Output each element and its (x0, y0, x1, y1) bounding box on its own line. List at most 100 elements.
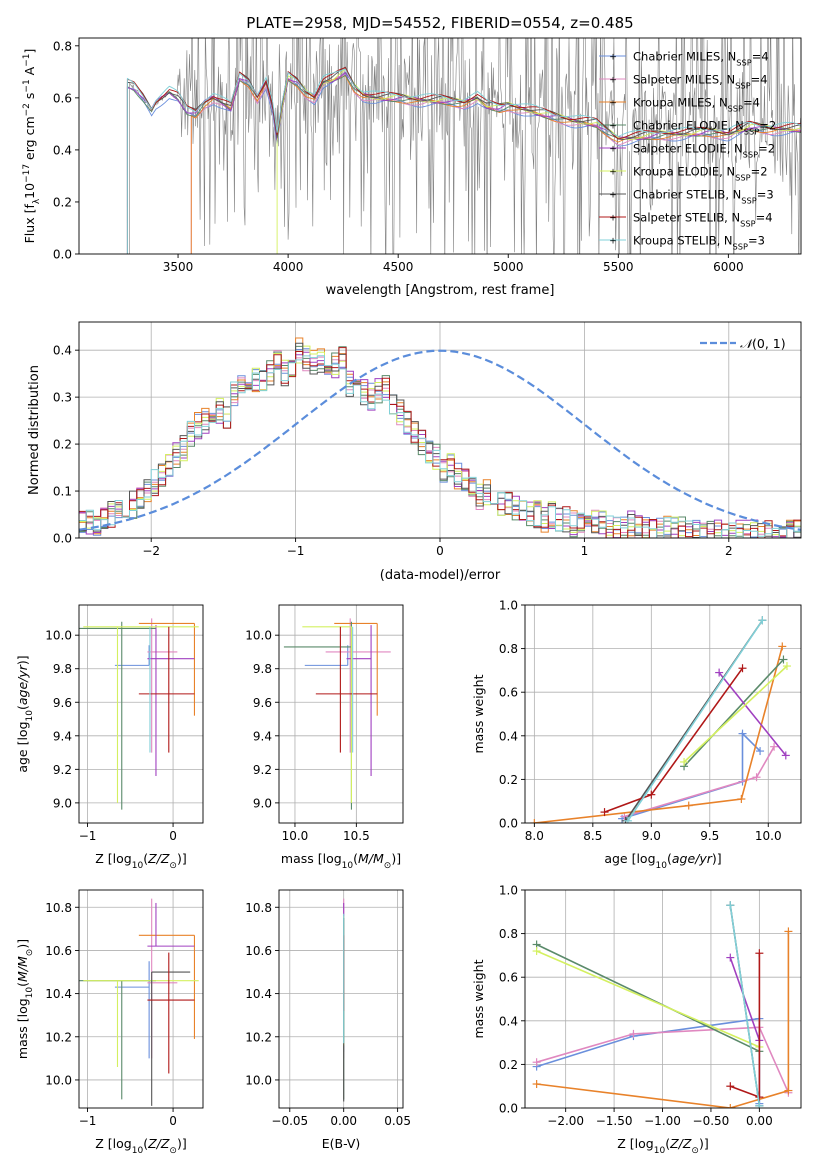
errorbar-2 (334, 622, 378, 716)
x-tick-label: 8.5 (583, 829, 602, 843)
text-segment: ( (143, 1136, 148, 1151)
legend-label: 𝒩(0, 1) (740, 336, 786, 351)
panel-age_vs_Z: −1 09.09.29.49.69.810.0Z [log10(Z/Z⊙)]age… (15, 604, 204, 871)
legend: + Chabrier MILES, NSSP=4+ Salpeter MILES, … (599, 50, 776, 252)
observed-spectrum-line (129, 38, 801, 254)
y-tick-label: 0.2 (53, 438, 72, 452)
text-segment: =2 (758, 142, 775, 156)
text-segment: =2 (759, 119, 776, 133)
text-segment: A (22, 66, 37, 79)
text-segment: )] (177, 851, 187, 866)
weight-series-0 (618, 729, 765, 823)
legend-label: Salpeter ELODIE, NSSP=2 (633, 142, 775, 160)
y-tick-label: 0.2 (499, 773, 518, 787)
weight-line (683, 665, 788, 763)
x-axis-label: mass [log10(M/M⊙)] (281, 851, 401, 871)
text-segment: ] (22, 49, 37, 54)
y-axis-label: mass weight (471, 674, 486, 753)
y-tick-label: 0.0 (53, 248, 72, 262)
text-segment: 10 (22, 183, 37, 199)
x-tick-label: 2 (725, 544, 733, 558)
weight-line (627, 619, 764, 822)
y-tick-label: 0.6 (499, 686, 518, 700)
text-segment: )] (391, 851, 401, 866)
legend-marker: + (609, 168, 617, 178)
errorbar-0 (114, 645, 150, 666)
x-tick-label: 9.0 (642, 829, 661, 843)
legend-label: Salpeter MILES, NSSP=4 (633, 73, 768, 91)
x-axis-label: (data-model)/error (380, 568, 501, 583)
plot-area (283, 618, 391, 810)
text-segment: Kroupa ELODIE, N (633, 165, 735, 179)
weight-line (536, 1026, 790, 1094)
text-segment: Z/Z (147, 851, 170, 866)
x-tick-label: 10.0 (755, 829, 782, 843)
legend-marker: + (609, 237, 617, 247)
errorbar-7 (138, 626, 195, 753)
weight-series-5 (532, 947, 764, 1051)
text-segment: SSP (728, 104, 743, 114)
legend-marker: + (609, 122, 617, 132)
weight-line (729, 957, 761, 1041)
text-segment: −1 (22, 79, 32, 92)
x-tick-label: 6000 (713, 260, 744, 274)
x-tick-label: −1 (287, 544, 305, 558)
text-segment: ( (667, 851, 672, 866)
text-segment: Z [log (95, 1136, 131, 1151)
text-segment: ( (143, 851, 148, 866)
text-segment: mass [log (15, 998, 30, 1059)
y-tick-label: 10.8 (45, 901, 72, 915)
text-segment: =2 (751, 165, 768, 179)
text-segment: Salpeter MILES, N (633, 73, 735, 87)
panel-mass_vs_ebv: −0.05 0.00 0.05 10.0 10.2 10.4 10.6 10.8 E(B-V) (245, 889, 411, 1151)
x-tick-label: 4000 (273, 260, 304, 274)
y-axis-label: Normed distribution (27, 365, 42, 495)
text-segment: −1 (22, 54, 32, 67)
weight-series-4 (726, 953, 764, 1045)
text-segment: =4 (756, 211, 773, 225)
y-tick-label: 9.4 (53, 729, 72, 743)
y-tick-label: 10.4 (245, 987, 272, 1001)
histogram-step-7 (79, 347, 801, 538)
errorbar-5 (83, 626, 199, 803)
text-segment: =4 (751, 73, 768, 87)
text-segment: Z/Z (669, 1136, 692, 1151)
text-segment: s (22, 93, 37, 104)
text-segment: )] (699, 1136, 709, 1151)
errorbar-7 (315, 626, 378, 753)
axes-frame (524, 889, 802, 1109)
x-tick-label: −1.50 (596, 1114, 633, 1128)
text-segment: age [log (15, 721, 30, 772)
text-segment: SSP (741, 196, 756, 206)
x-tick-label: −1.00 (644, 1114, 681, 1128)
histogram-step-8 (79, 355, 801, 538)
y-tick-label: 10.0 (45, 1073, 72, 1087)
legend-label: Kroupa STELIB, NSSP=3 (633, 234, 765, 252)
panel-residuals: −2 −1 0 1 2 0.0 0.1 0.2 0.3 0.4 𝒩(0, 1) (data-model… (27, 321, 802, 583)
x-tick-label: 0 (169, 829, 177, 843)
text-segment: =3 (748, 234, 765, 248)
weight-series-2 (530, 642, 787, 823)
y-axis-label: Flux [fλ10−17 erg cm−2 s−1 A−1] (22, 49, 42, 244)
x-tick-label: 10.0 (282, 829, 309, 843)
legend-marker: + (609, 191, 617, 201)
x-tick-label: 0.05 (384, 1114, 411, 1128)
text-segment: mass [log (281, 851, 342, 866)
text-segment: )] (177, 1136, 187, 1151)
text-segment: Salpeter STELIB, N (633, 211, 740, 225)
errorbar-6 (151, 971, 191, 1106)
weight-series-3 (680, 655, 788, 771)
text-segment: =4 (743, 96, 760, 110)
text-segment: ⊙ (169, 861, 177, 871)
model-line-8 (126, 68, 801, 254)
text-segment: Chabrier ELODIE, N (633, 119, 744, 133)
x-tick-label: 0 (436, 544, 444, 558)
x-axis-label: Z [log10(Z/Z⊙)] (95, 1136, 186, 1156)
y-tick-label: 9.4 (253, 729, 272, 743)
x-axis-label: age [log10(age/yr)] (604, 851, 721, 871)
weight-series-8 (623, 616, 767, 823)
y-tick-label: 10.8 (245, 901, 272, 915)
plot-area (79, 618, 199, 810)
text-segment: age/yr (15, 664, 30, 705)
axes-frame (78, 889, 204, 1109)
